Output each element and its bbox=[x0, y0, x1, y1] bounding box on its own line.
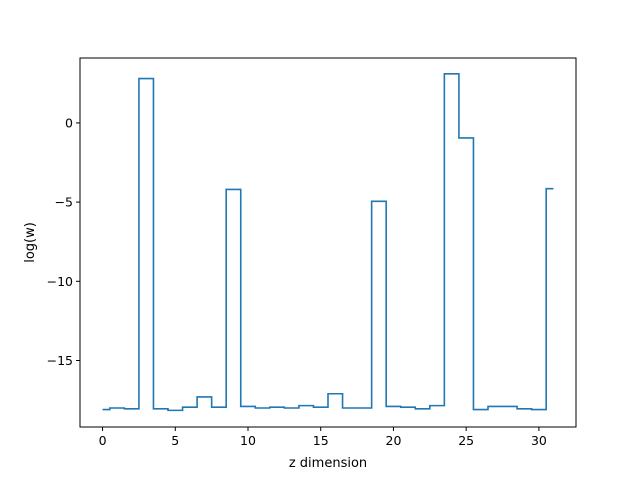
x-tick-label: 5 bbox=[171, 433, 179, 448]
x-tick-label: 0 bbox=[99, 433, 107, 448]
series-line bbox=[102, 73, 554, 412]
x-tick-label: 20 bbox=[386, 433, 402, 448]
x-axis-label: z dimension bbox=[289, 456, 367, 471]
y-axis-label: log(w) bbox=[23, 222, 38, 263]
y-tick-label: −10 bbox=[47, 274, 73, 289]
x-tick-label: 30 bbox=[531, 433, 547, 448]
x-tick-label: 15 bbox=[313, 433, 329, 448]
plot-frame bbox=[79, 57, 577, 428]
y-axis-ticks: −15 −10 −5 0 bbox=[47, 115, 80, 368]
x-tick-label: 25 bbox=[458, 433, 474, 448]
series-line-group bbox=[102, 73, 554, 412]
y-tick-label: −15 bbox=[47, 353, 73, 368]
x-axis-ticks: 0 5 10 15 20 25 30 bbox=[99, 427, 547, 448]
x-tick-label: 10 bbox=[240, 433, 256, 448]
y-tick-label: −5 bbox=[55, 195, 73, 210]
y-tick-label: 0 bbox=[65, 115, 73, 130]
